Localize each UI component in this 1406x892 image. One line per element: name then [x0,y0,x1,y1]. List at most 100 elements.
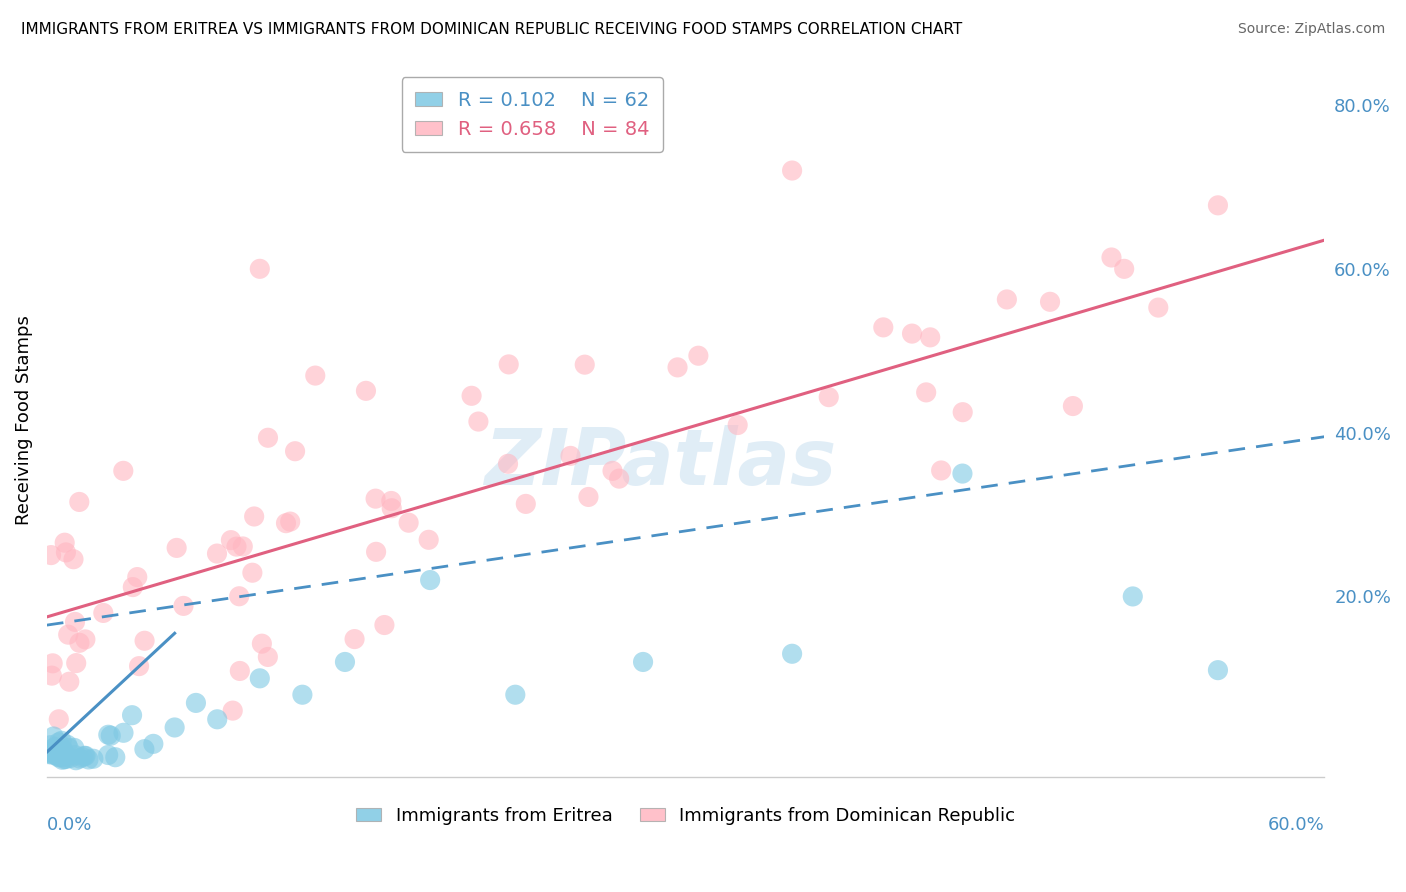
Point [257,431,280,445]
Point [42,747,65,762]
Point [128,659,150,673]
Point [952,405,974,419]
Point [872,320,894,334]
Point [249,261,271,276]
Point [39,548,62,562]
Point [112,726,135,740]
Point [38,743,60,757]
Point [72,750,94,764]
Point [112,464,135,478]
Point [278,515,301,529]
Point [228,589,250,603]
Point [952,467,974,481]
Point [97,728,120,742]
Point [45,748,67,763]
Point [398,516,420,530]
Point [205,712,228,726]
Point [727,417,749,432]
Legend: Immigrants from Eritrea, Immigrants from Dominican Republic: Immigrants from Eritrea, Immigrants from… [349,799,1022,831]
Point [578,490,600,504]
Point [929,463,952,477]
Point [496,457,519,471]
Point [205,547,228,561]
Point [55,752,77,766]
Point [1039,294,1062,309]
Point [1147,301,1170,315]
Point [52,750,75,764]
Point [55,748,77,763]
Point [817,390,839,404]
Point [291,688,314,702]
Point [42,744,65,758]
Point [82,752,104,766]
Point [515,497,537,511]
Point [44,747,66,761]
Point [67,495,90,509]
Point [53,752,76,766]
Point [58,628,80,642]
Point [249,671,271,685]
Point [225,540,247,554]
Point [915,385,938,400]
Point [284,444,307,458]
Point [184,696,207,710]
Point [69,751,91,765]
Point [995,293,1018,307]
Point [1114,261,1136,276]
Point [380,494,402,508]
Point [1206,198,1229,212]
Point [274,516,297,531]
Point [45,743,67,757]
Point [163,721,186,735]
Point [48,735,70,749]
Point [39,738,62,752]
Point [134,742,156,756]
Point [48,750,70,764]
Point [780,647,803,661]
Point [381,501,404,516]
Point [62,552,84,566]
Text: ZIPatlas: ZIPatlas [484,425,837,501]
Point [55,545,77,559]
Point [97,747,120,762]
Point [100,729,122,743]
Point [48,712,70,726]
Point [364,491,387,506]
Point [41,668,63,682]
Point [240,566,263,580]
Point [250,637,273,651]
Point [333,655,356,669]
Point [65,656,87,670]
Point [343,632,366,646]
Point [38,747,60,761]
Text: Source: ZipAtlas.com: Source: ZipAtlas.com [1237,22,1385,37]
Point [354,384,377,398]
Point [58,741,80,756]
Point [901,326,924,341]
Point [38,745,60,759]
Text: 0.0%: 0.0% [46,816,93,834]
Point [63,748,86,763]
Point [505,688,527,702]
Point [467,415,489,429]
Point [1101,251,1123,265]
Point [42,730,65,744]
Point [373,618,395,632]
Point [53,535,76,549]
Point [1122,590,1144,604]
Point [75,632,97,647]
Point [52,744,75,758]
Point [631,655,654,669]
Point [37,746,59,760]
Point [59,751,82,765]
Point [121,580,143,594]
Point [51,747,73,762]
Point [41,657,63,671]
Point [364,545,387,559]
Point [104,750,127,764]
Point [46,748,69,763]
Point [304,368,326,383]
Point [91,606,114,620]
Point [166,541,188,555]
Point [73,748,96,763]
